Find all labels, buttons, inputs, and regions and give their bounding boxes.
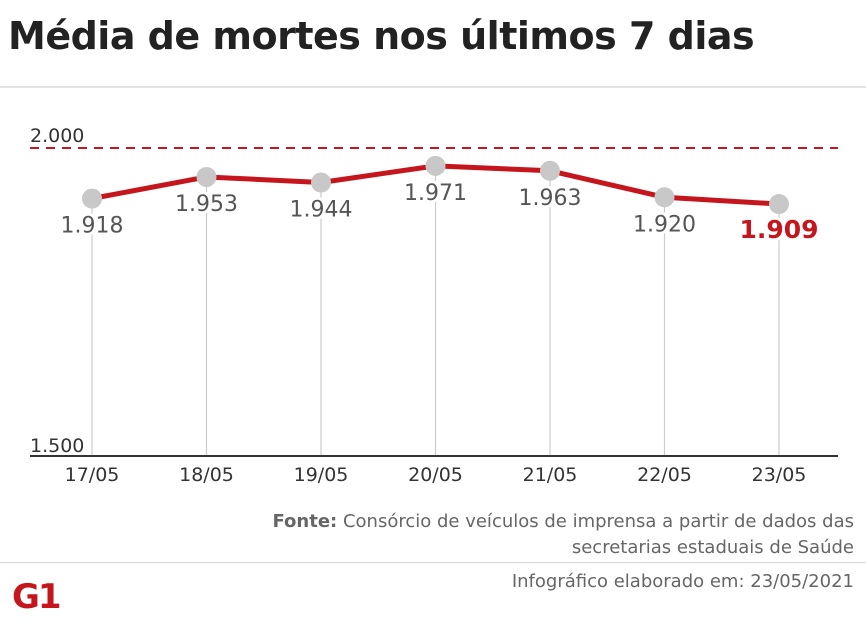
data-label-19/05: 1.944 [290, 197, 353, 222]
data-label-22/05: 1.920 [633, 212, 696, 237]
infographic-credit: Infográfico elaborado em: 23/05/2021 [511, 571, 854, 592]
source-label: Fonte: [272, 511, 338, 532]
x-tick-label-22/05: 22/05 [637, 464, 692, 486]
x-tick-label-17/05: 17/05 [65, 464, 120, 486]
x-tick-label-20/05: 20/05 [408, 464, 463, 486]
data-point-17/05 [82, 188, 102, 209]
footer-divider [0, 562, 866, 563]
data-point-19/05 [311, 172, 331, 193]
line-chart: 2.000 1.500 17/05 18/05 19/05 20/05 21/05 22/05… [30, 125, 838, 486]
svg-text:G1: G1 [12, 577, 60, 611]
data-label-20/05: 1.971 [404, 181, 467, 206]
data-point-21/05 [540, 160, 560, 181]
title-divider [0, 86, 866, 88]
data-point-22/05 [654, 187, 675, 208]
data-point-18/05 [196, 166, 217, 187]
data-label-21/05: 1.963 [519, 186, 582, 211]
source-text: Consórcio de veículos de imprensa a part… [337, 511, 854, 558]
data-point-23/05 [769, 194, 789, 215]
data-label-18/05: 1.953 [175, 192, 238, 217]
x-tick-label-23/05: 23/05 [752, 464, 807, 486]
x-tick-label-19/05: 19/05 [294, 464, 349, 486]
y-tick-label-top: 2.000 [30, 125, 84, 147]
x-tick-label-18/05: 18/05 [179, 464, 234, 486]
g1-logo: G1 [12, 577, 62, 611]
data-label-17/05: 1.918 [61, 214, 124, 239]
data-label-23/05: 1.909 [739, 215, 818, 244]
chart-title: Média de mortes nos últimos 7 dias [8, 14, 755, 58]
y-tick-label-bottom: 1.500 [30, 435, 84, 457]
data-point-20/05 [425, 155, 446, 176]
x-tick-label-21/05: 21/05 [523, 464, 578, 486]
source-note: Fonte: Consórcio de veículos de imprensa… [254, 509, 854, 561]
